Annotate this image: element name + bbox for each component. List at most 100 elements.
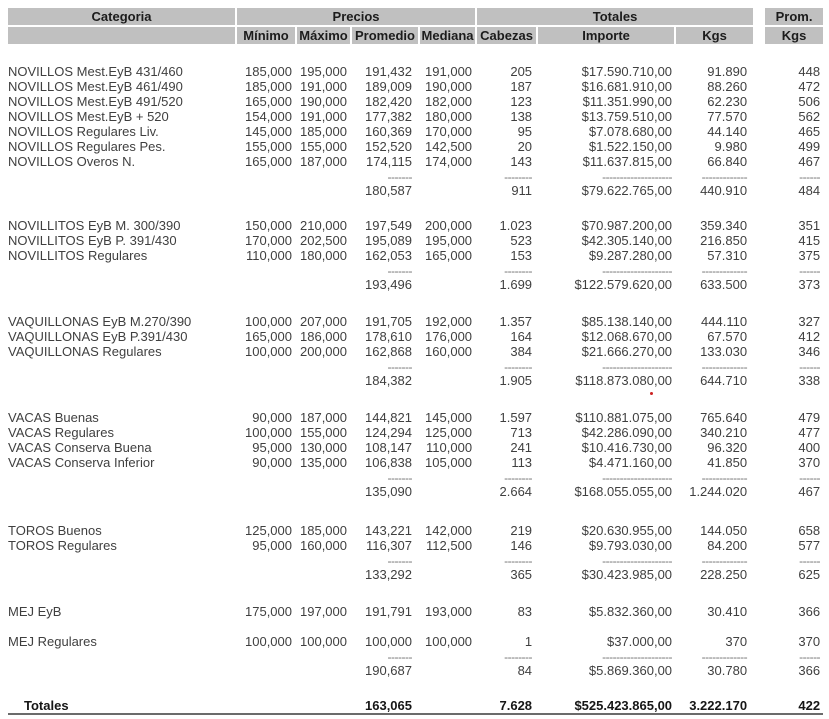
cell-minimo: 150,000 (245, 218, 292, 233)
cell-prom-kgs: 465 (798, 124, 821, 139)
cell-mediana: 165,000 (425, 248, 473, 263)
cell-prom-kgs: 484 (798, 183, 821, 198)
table-header: Categoria Precios Totales Prom. Mínimo M… (8, 8, 824, 44)
cell-importe: $525.423.865,00 (574, 698, 673, 713)
cell-prom-kgs: 415 (798, 233, 821, 248)
spacer-row (8, 44, 823, 64)
table-row: MEJ Regulares 100,000 100,000 100,000 100,00… (8, 634, 823, 649)
cell-prom-kgs: 479 (798, 410, 821, 425)
cell-cabezas: 187 (510, 79, 533, 94)
cell-importe: $30.423.985,00 (581, 567, 673, 582)
cell-cabezas: 20 (517, 139, 533, 154)
cell-mediana (420, 183, 477, 198)
cell-maximo: 200,000 (300, 344, 347, 359)
header-prom-kgs: Kgs (765, 27, 824, 44)
cell-minimo (237, 649, 297, 663)
cell-categoria: TOROS Buenos (8, 523, 102, 538)
cell-categoria: VAQUILLONAS EyB M.270/390 (8, 314, 192, 329)
cell-kgs: 1.244.020 (689, 484, 748, 499)
cell-importe: $9.287.280,00 (588, 248, 673, 263)
cell-mediana (420, 169, 477, 183)
cell-column-gap (755, 329, 765, 344)
cell-mediana: 190,000 (425, 79, 473, 94)
cell-minimo: 165,000 (245, 154, 292, 169)
cell-minimo: 90,000 (252, 410, 292, 425)
cell-prom-kgs: 370 (798, 455, 821, 470)
cell-mediana (420, 470, 477, 484)
table-row: NOVILLOS Regulares Pes. 155,000 155,000 152… (8, 139, 823, 154)
cell-mediana: 192,000 (425, 314, 473, 329)
cell-categoria: NOVILLOS Regulares Pes. (8, 139, 166, 154)
cell-prom-kgs: 351 (798, 218, 821, 233)
cell-minimo: 155,000 (245, 139, 292, 154)
cell-promedio: 162,868 (365, 344, 412, 359)
cell-prom-kgs: 373 (798, 277, 821, 292)
cell-maximo: 160,000 (300, 538, 347, 553)
cell-importe: $13.759.510,00 (581, 109, 673, 124)
cell-maximo: 135,000 (300, 455, 347, 470)
cell-cabezas: 1.023 (499, 218, 533, 233)
cell-kgs: 91.890 (707, 64, 748, 79)
cell-categoria (8, 373, 237, 388)
dash-prom-kgs: ------ (799, 360, 821, 373)
spacer-cell (8, 198, 823, 218)
cell-promedio: 191,791 (365, 604, 412, 619)
cell-prom-kgs: 338 (798, 373, 821, 388)
cell-cabezas: 83 (517, 604, 533, 619)
cell-prom-kgs: 467 (798, 484, 821, 499)
cell-column-gap (755, 663, 765, 678)
cell-kgs: 41.850 (707, 455, 748, 470)
cell-cabezas: 1.905 (499, 373, 533, 388)
cell-maximo (297, 263, 352, 277)
cell-maximo: 210,000 (300, 218, 347, 233)
cell-kgs: 144.050 (700, 523, 748, 538)
cell-maximo (297, 169, 352, 183)
subtotal-row: 193,496 1.699 $122.579.620,00 633.500 373 (8, 277, 823, 292)
cell-prom-kgs: 327 (798, 314, 821, 329)
cell-kgs: 133.030 (700, 344, 748, 359)
cell-cabezas: 138 (510, 109, 533, 124)
cell-mediana: 110,000 (426, 440, 473, 455)
cell-column-gap (755, 218, 765, 233)
cell-promedio: 182,420 (365, 94, 412, 109)
cell-maximo (297, 567, 352, 582)
cell-prom-kgs: 467 (798, 154, 821, 169)
cell-kgs: 66.840 (707, 154, 748, 169)
spacer-row (8, 292, 823, 314)
cell-kgs: 216.850 (700, 233, 748, 248)
cell-mediana: 182,000 (425, 94, 473, 109)
dash-separator-row: ------- -------- -------------------- -----… (8, 169, 823, 183)
cell-minimo: 100,000 (245, 314, 292, 329)
dash-separator-row: ------- -------- -------------------- -----… (8, 553, 823, 567)
cell-promedio: 152,520 (365, 139, 412, 154)
cell-maximo: 130,000 (300, 440, 347, 455)
dash-separator-row: ------- -------- -------------------- -----… (8, 649, 823, 663)
dash-promedio: ------- (387, 650, 413, 663)
cell-minimo: 110,000 (245, 248, 292, 263)
cell-prom-kgs: 400 (798, 440, 821, 455)
header-row-columns: Mínimo Máximo Promedio Mediana Cabezas I… (8, 27, 824, 44)
cell-prom-kgs: 422 (798, 698, 821, 713)
cell-categoria (8, 649, 237, 663)
cell-importe: $168.055.055,00 (574, 484, 673, 499)
cell-column-gap (755, 604, 765, 619)
spacer-cell (8, 44, 823, 64)
cell-cabezas: 84 (517, 663, 533, 678)
cell-cabezas: 365 (510, 567, 533, 582)
cell-column-gap (755, 248, 765, 263)
cell-column-gap (755, 94, 765, 109)
cell-maximo (297, 373, 352, 388)
cell-maximo (297, 183, 352, 198)
cell-cabezas: 1.699 (499, 277, 533, 292)
cell-prom-kgs: 366 (798, 604, 821, 619)
cell-minimo: 90,000 (252, 455, 292, 470)
cell-promedio: 106,838 (365, 455, 412, 470)
cell-column-gap (755, 649, 765, 663)
cell-column-gap (755, 109, 765, 124)
cell-column-gap (755, 440, 765, 455)
dash-importe: -------------------- (602, 471, 673, 484)
cell-promedio: 178,610 (365, 329, 412, 344)
cell-mediana (420, 263, 477, 277)
cell-promedio: 184,382 (365, 373, 412, 388)
cell-mediana: 176,000 (425, 329, 473, 344)
